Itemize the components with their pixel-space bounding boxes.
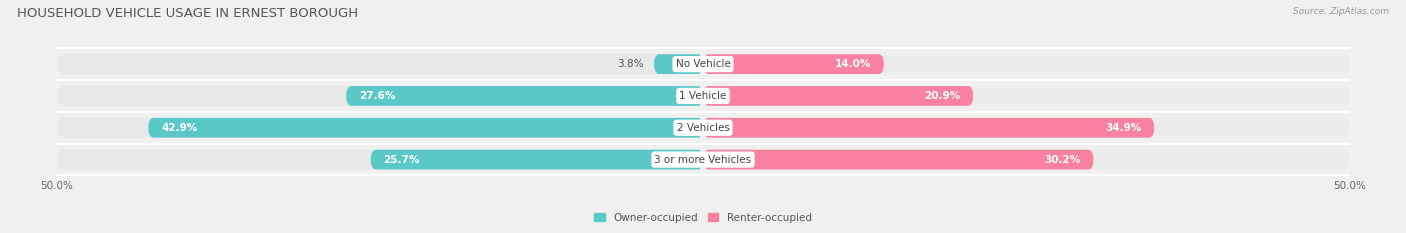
Text: 25.7%: 25.7% [384,154,420,164]
Text: 20.9%: 20.9% [924,91,960,101]
Text: 1 Vehicle: 1 Vehicle [679,91,727,101]
FancyBboxPatch shape [703,86,1350,106]
FancyBboxPatch shape [148,118,703,138]
FancyBboxPatch shape [346,86,703,106]
FancyBboxPatch shape [703,118,1154,138]
FancyBboxPatch shape [703,54,884,74]
Text: No Vehicle: No Vehicle [675,59,731,69]
Text: 42.9%: 42.9% [162,123,197,133]
Legend: Owner-occupied, Renter-occupied: Owner-occupied, Renter-occupied [591,208,815,227]
FancyBboxPatch shape [56,86,703,106]
Text: 27.6%: 27.6% [359,91,395,101]
FancyBboxPatch shape [56,118,703,138]
FancyBboxPatch shape [56,150,703,169]
FancyBboxPatch shape [703,118,1350,138]
Text: 34.9%: 34.9% [1105,123,1142,133]
FancyBboxPatch shape [703,150,1350,169]
Text: 30.2%: 30.2% [1045,154,1081,164]
Text: 2 Vehicles: 2 Vehicles [676,123,730,133]
Text: 3 or more Vehicles: 3 or more Vehicles [654,154,752,164]
Text: 14.0%: 14.0% [835,59,872,69]
FancyBboxPatch shape [654,54,703,74]
FancyBboxPatch shape [703,54,1350,74]
FancyBboxPatch shape [371,150,703,169]
Text: HOUSEHOLD VEHICLE USAGE IN ERNEST BOROUGH: HOUSEHOLD VEHICLE USAGE IN ERNEST BOROUG… [17,7,359,20]
FancyBboxPatch shape [56,54,703,74]
Text: Source: ZipAtlas.com: Source: ZipAtlas.com [1294,7,1389,16]
FancyBboxPatch shape [703,86,973,106]
Text: 3.8%: 3.8% [617,59,644,69]
FancyBboxPatch shape [703,150,1094,169]
